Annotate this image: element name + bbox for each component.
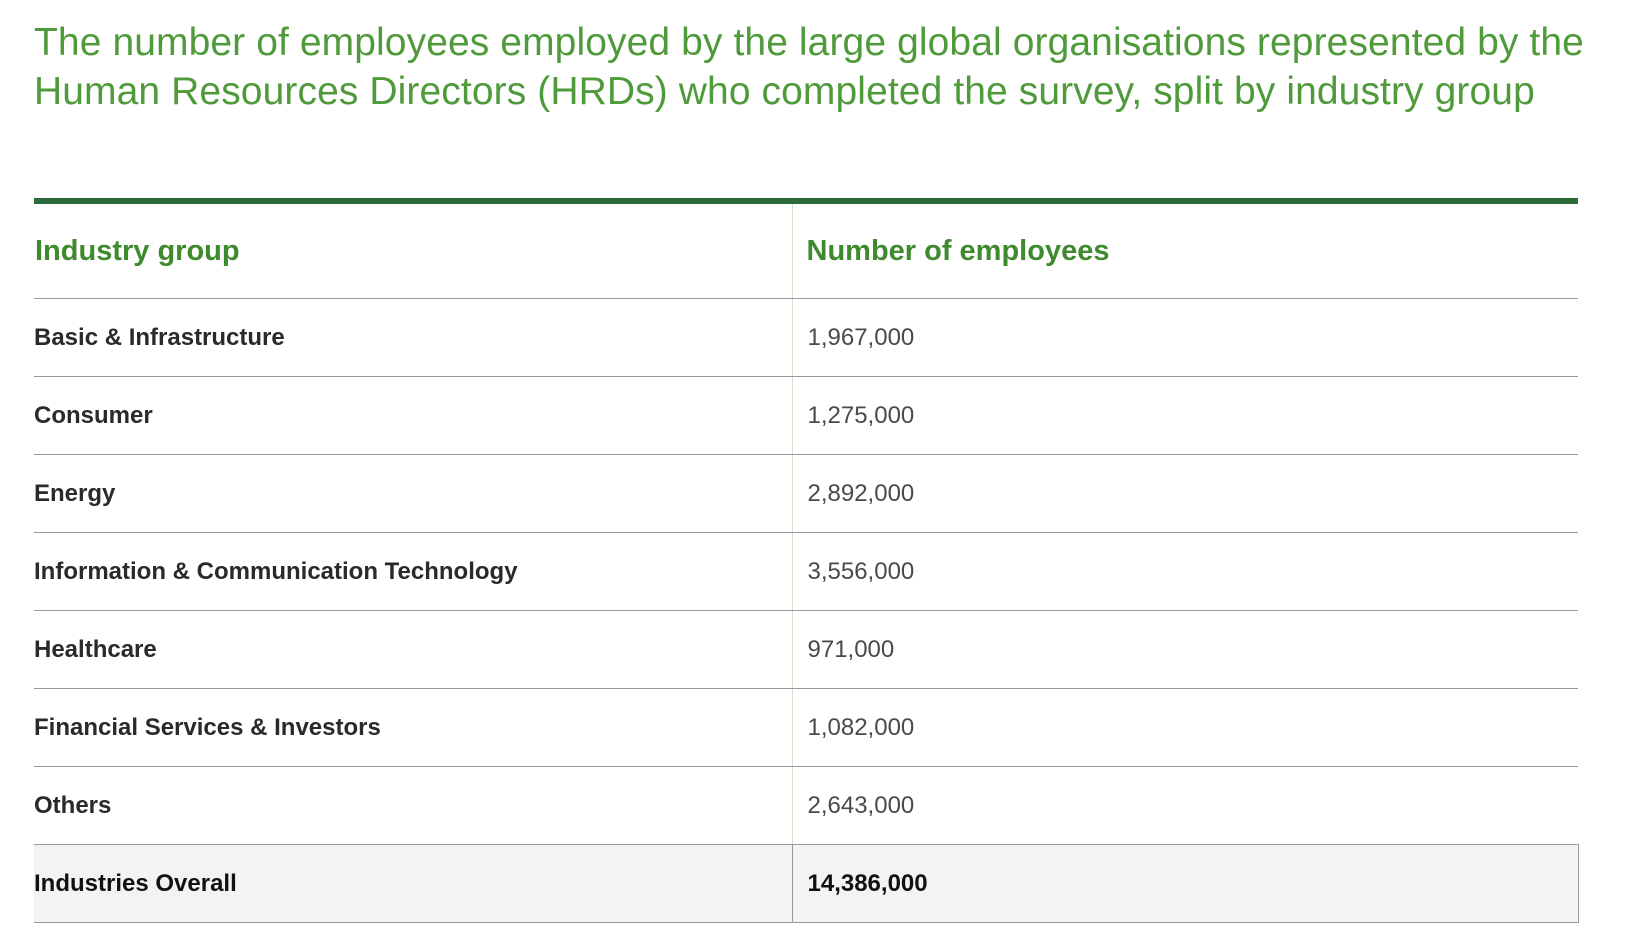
table-row: Healthcare 971,000 xyxy=(34,610,1578,689)
industry-cell: Healthcare xyxy=(34,610,792,689)
industry-group-header: Industry group xyxy=(34,204,792,299)
employees-cell: 1,082,000 xyxy=(791,688,1578,767)
page-title: The number of employees employed by the … xyxy=(34,21,1584,113)
table-row: Basic & Infrastructure 1,967,000 xyxy=(34,298,1578,377)
employees-cell: 2,643,000 xyxy=(791,766,1578,845)
total-row: Industries Overall 14,386,000 xyxy=(34,844,1579,923)
table-row: Information & Communication Technology 3… xyxy=(34,532,1578,611)
employees-cell: 2,892,000 xyxy=(791,454,1578,533)
table-row: Financial Services & Investors 1,082,000 xyxy=(34,688,1578,767)
industry-cell: Information & Communication Technology xyxy=(34,532,792,611)
industry-cell: Financial Services & Investors xyxy=(34,688,792,767)
employee-table: Industry group Number of employees Basic… xyxy=(34,204,1579,923)
table-row: Others 2,643,000 xyxy=(34,766,1578,845)
employees-cell: 1,967,000 xyxy=(791,298,1578,377)
table-row: Consumer 1,275,000 xyxy=(34,376,1578,455)
employee-table-container: Industry group Number of employees Basic… xyxy=(34,198,1579,923)
employees-cell: 3,556,000 xyxy=(791,532,1578,611)
industry-cell: Energy xyxy=(34,454,792,533)
number-of-employees-header: Number of employees xyxy=(791,204,1578,299)
employees-cell: 1,275,000 xyxy=(791,376,1578,455)
industry-cell: Consumer xyxy=(34,376,792,455)
industry-cell: Others xyxy=(34,766,792,845)
employees-cell: 971,000 xyxy=(791,610,1578,689)
table-header-row: Industry group Number of employees xyxy=(34,204,1578,299)
industry-cell: Basic & Infrastructure xyxy=(34,298,792,377)
total-employees-cell: 14,386,000 xyxy=(791,844,1579,923)
total-label-cell: Industries Overall xyxy=(34,844,792,923)
table-row: Energy 2,892,000 xyxy=(34,454,1578,533)
